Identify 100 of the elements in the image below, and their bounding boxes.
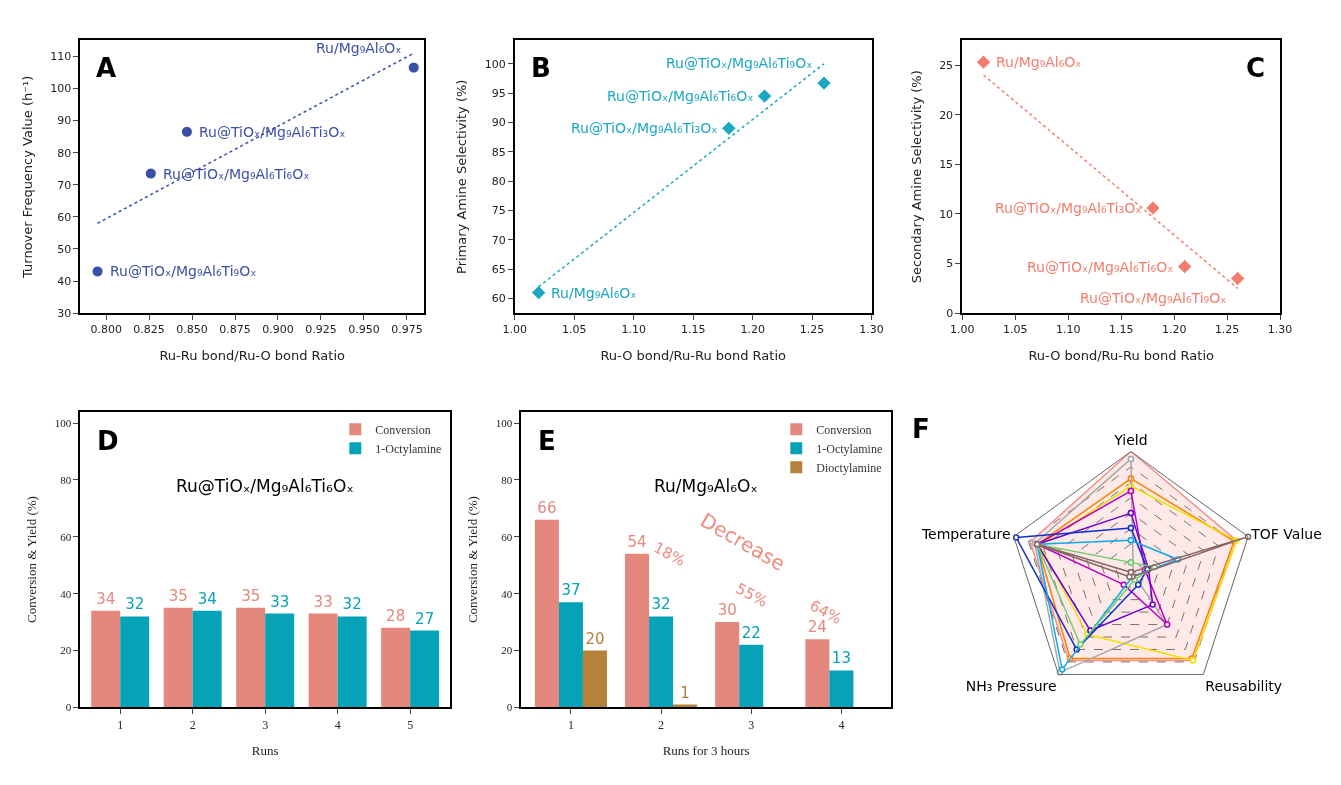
x-tick-label: 1.15 xyxy=(1108,323,1134,337)
y-tick-label: 80 xyxy=(501,473,513,486)
x-axis-title: Ru-Ru bond/Ru-O bond Ratio xyxy=(159,347,346,363)
x-tick-label: 1 xyxy=(117,717,124,732)
annotation: Ru@TiOₓ/Mg₉Al₆Ti₃Oₓ xyxy=(199,124,346,140)
y-tick-label: 65 xyxy=(491,263,506,277)
point xyxy=(407,61,420,74)
y-tick-label: 20 xyxy=(939,108,954,122)
y-tick-label: 85 xyxy=(491,145,506,159)
y-tick-label: 30 xyxy=(57,307,72,321)
bar xyxy=(739,644,764,708)
data-label: 32 xyxy=(651,595,671,614)
point xyxy=(530,285,547,301)
x-tick-label: 1.30 xyxy=(1267,323,1293,337)
bar xyxy=(534,519,559,708)
y-tick-label: 80 xyxy=(60,473,72,486)
y-axis-title: Turnover Frequency Value (h⁻¹) xyxy=(19,75,35,279)
y-tick-label: 20 xyxy=(501,644,513,657)
point xyxy=(1177,258,1193,275)
data-label: 34 xyxy=(96,589,116,608)
bar xyxy=(91,610,121,708)
bar xyxy=(805,639,830,708)
annotation: D xyxy=(97,426,119,456)
y-axis-title: Conversion & Yield (%) xyxy=(24,496,40,624)
bar xyxy=(649,616,674,708)
y-tick-label: 60 xyxy=(57,210,72,224)
data-label: 35 xyxy=(168,586,188,605)
point xyxy=(144,167,157,180)
annotation: Ru/Mg₉Al₆Oₓ xyxy=(551,285,637,301)
y-tick-label: 20 xyxy=(60,644,72,657)
bar xyxy=(337,616,367,708)
y-tick-label: 0 xyxy=(506,701,513,714)
data-label: 30 xyxy=(717,601,737,620)
annotation: A xyxy=(96,53,117,83)
bar xyxy=(236,607,266,708)
y-tick-label: 95 xyxy=(491,86,506,100)
bar xyxy=(265,613,295,708)
x-tick-label: 3 xyxy=(748,717,755,732)
bar xyxy=(715,622,740,708)
data-label: 13 xyxy=(831,649,851,668)
x-tick-label: 1.05 xyxy=(1003,323,1028,337)
data-label: 66 xyxy=(537,498,557,517)
annotation: C xyxy=(1246,53,1266,83)
x-tick-label: 2 xyxy=(658,717,665,732)
y-tick-label: 60 xyxy=(501,530,513,543)
y-axis-title: Primary Amine Selectivity (%) xyxy=(454,79,470,274)
text: Ru/Mg₉Al₆Oₓ xyxy=(654,476,758,496)
bar xyxy=(410,630,440,708)
legend-label: Dioctylamine xyxy=(816,460,882,475)
x-tick-label: 2 xyxy=(189,717,196,732)
data-label: 20 xyxy=(585,629,605,648)
y-tick-label: 25 xyxy=(939,58,954,72)
point xyxy=(180,125,193,138)
y-tick-label: 90 xyxy=(491,116,506,130)
y-tick-label: 40 xyxy=(57,274,72,288)
y-tick-label: 75 xyxy=(491,204,506,218)
legend-label: Conversion xyxy=(816,422,872,437)
point xyxy=(816,75,832,91)
point xyxy=(756,88,773,104)
bar xyxy=(558,602,583,708)
x-tick-label: 5 xyxy=(407,717,414,732)
point xyxy=(1145,200,1161,216)
annotation: 18% xyxy=(650,538,689,570)
y-tick-label: 100 xyxy=(484,57,506,71)
annotation: Ru@TiOₓ/Mg₉Al₆Ti₃Oₓ xyxy=(571,120,718,136)
x-axis-title: Ru-O bond/Ru-Ru bond Ratio xyxy=(600,347,787,363)
x-tick-label: 1.05 xyxy=(562,323,587,337)
y-tick-label: 40 xyxy=(60,587,72,600)
y-axis-title: Secondary Amine Selectivity (%) xyxy=(908,70,924,284)
bar xyxy=(625,553,650,708)
x-tick-label: 0.800 xyxy=(90,323,122,337)
y-tick-label: 15 xyxy=(939,158,954,172)
annotation: Ru@TiOₓ/Mg₉Al₆Ti₉Oₓ xyxy=(666,55,813,71)
x-tick-label: 1.10 xyxy=(1055,323,1081,337)
annotation: Ru@TiOₓ/Mg₉Al₆Ti₉Oₓ xyxy=(1080,290,1227,306)
y-tick-label: 100 xyxy=(54,416,72,429)
annotation: Ru@TiOₓ/Mg₉Al₆Ti₉Oₓ xyxy=(110,263,257,279)
x-axis-title: Ru-O bond/Ru-Ru bond Ratio xyxy=(1028,347,1215,363)
x-axis-title: Runs xyxy=(251,742,279,758)
data-label: 32 xyxy=(125,595,145,614)
y-tick-label: 80 xyxy=(491,175,506,189)
x-tick-label: 1.30 xyxy=(859,323,884,337)
x-tick-label: 1.15 xyxy=(680,323,706,337)
x-tick-label: 4 xyxy=(838,717,845,732)
annotation: Ru@TiOₓ/Mg₉Al₆Ti₃Oₓ xyxy=(995,200,1142,216)
x-tick-label: 0.850 xyxy=(176,323,208,337)
x-tick-label: 0.900 xyxy=(262,323,294,337)
annotation: E xyxy=(538,426,556,456)
x-tick-label: 1.00 xyxy=(950,323,975,337)
x-tick-label: 1.10 xyxy=(621,323,646,337)
spoke-label: Yield xyxy=(1113,432,1148,449)
data-label: 32 xyxy=(342,595,362,614)
y-tick-label: 0 xyxy=(946,307,954,321)
annotation: Ru/Mg₉Al₆Oₓ xyxy=(316,40,402,56)
spoke-label: Temperature xyxy=(920,526,1011,543)
bar xyxy=(163,607,193,708)
spoke-label: Reusability xyxy=(1205,678,1283,695)
y-tick-label: 60 xyxy=(60,530,72,543)
x-tick-label: 0.825 xyxy=(133,323,165,337)
annotation: B xyxy=(531,53,551,83)
